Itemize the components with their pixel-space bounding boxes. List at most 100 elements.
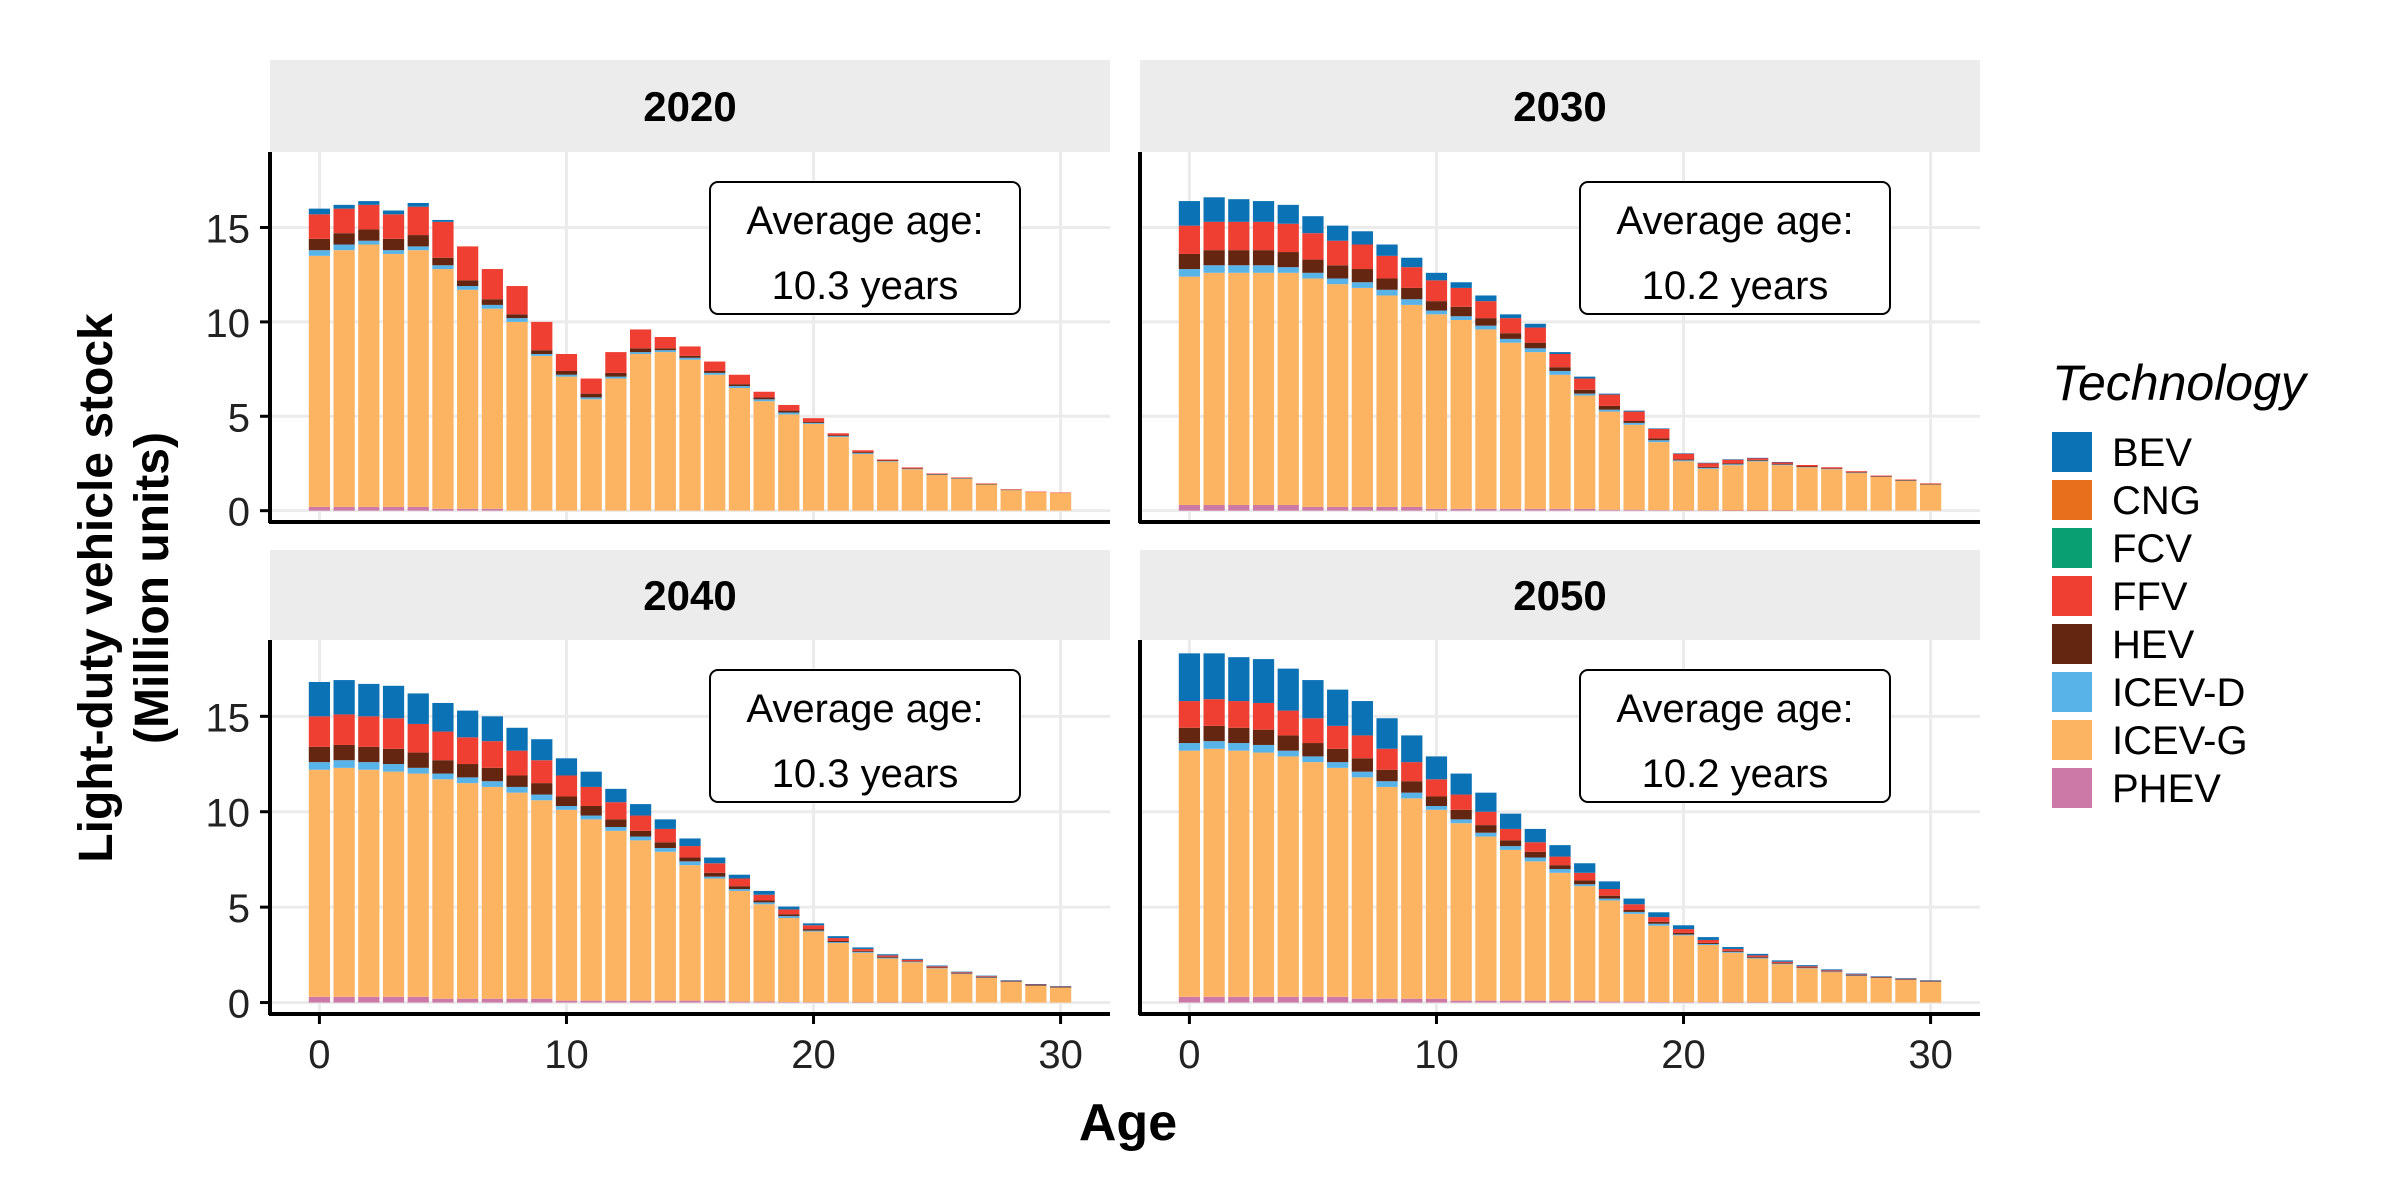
bar-segment-icev-g-age-19 [778,414,800,511]
bar-segment-ffv-age-28 [1000,489,1022,490]
bar-segment-icev-g-age-19 [1648,442,1670,511]
bar-segment-icev-g-age-12 [605,378,627,511]
bar-segment-ffv-age-25 [926,473,948,475]
bar-segment-hev-age-7 [1351,758,1373,772]
bar-segment-ffv-age-10 [555,353,578,371]
bar-segment-icev-g-age-7 [481,786,503,999]
bar-segment-icev-d-age-19 [778,916,800,919]
bar-segment-hev-age-26 [1821,971,1843,972]
bar-segment-icev-d-age-17 [728,889,751,891]
bar-segment-phev-age-4 [407,506,429,511]
bar-segment-ffv-age-27 [1845,471,1868,473]
bar-segment-hev-age-24 [901,961,923,962]
bar-segment-hev-age-24 [1771,464,1793,465]
bar-segment-icev-d-age-22 [852,951,874,953]
bar-segment-bev-age-18 [1623,898,1645,905]
bar-segment-phev-age-5 [1302,996,1324,1003]
bar-segment-icev-g-age-6 [457,783,479,999]
bar-segment-icev-d-age-2 [358,762,380,770]
bar-segment-bev-age-18 [1623,410,1645,412]
bar-segment-ffv-age-10 [555,775,578,797]
bar-segment-ffv-age-14 [1524,327,1546,343]
bar-segment-hev-age-0 [1178,253,1201,270]
bar-segment-phev-age-9 [531,998,553,1003]
bar-segment-icev-g-age-15 [1549,872,1571,1001]
bar-segment-bev-age-17 [1598,393,1621,395]
bar-segment-bev-age-11 [1450,282,1472,288]
bar-segment-bev-age-1 [1203,653,1225,700]
bar-segment-hev-age-23 [1747,956,1769,958]
panel-2040: 2040 0 5 10 15 0 10 20 30 Average age: 10.3 years [206,550,1110,1077]
bar-segment-hev-age-0 [308,746,331,763]
legend-swatch [2052,480,2092,520]
bar-segment-ffv-age-20 [1672,453,1695,460]
bar-segment-phev-age-22 [1722,510,1744,511]
bar-segment-hev-age-25 [926,474,948,475]
bar-segment-icev-d-age-7 [481,304,503,309]
bar-segment-icev-g-age-19 [1648,925,1670,1002]
bar-segment-ffv-age-24 [901,467,923,469]
bar-segment-hev-age-9 [1401,781,1423,793]
bar-segment-icev-g-age-5 [1302,762,1324,997]
bar-segment-ffv-age-25 [1796,464,1818,467]
bar-segment-phev-age-10 [1425,998,1448,1003]
bar-segment-hev-age-1 [333,744,355,761]
bar-segment-icev-d-age-7 [481,781,503,787]
y-tick-label: 5 [228,396,250,440]
bar-segment-ffv-age-19 [1648,917,1670,922]
y-tick-label: 10 [206,302,251,346]
bar-segment-hev-age-3 [1252,729,1275,745]
bar-segment-icev-g-age-25 [926,968,948,1003]
bar-segment-bev-age-22 [852,947,874,949]
bar-segment-phev-age-9 [1401,506,1423,511]
bar-segment-icev-d-age-19 [1648,923,1670,926]
bar-segment-bev-age-22 [1722,947,1744,949]
bar-segment-ffv-age-13 [1499,318,1522,334]
bar-segment-icev-g-age-29 [1025,985,1047,1003]
bar-segment-icev-g-age-5 [432,779,454,999]
panel-strip [270,60,1110,152]
bar-segment-phev-age-24 [1771,1002,1793,1003]
bar-segment-bev-age-6 [1327,689,1349,726]
bar-segment-ffv-age-18 [753,894,775,901]
bar-segment-hev-age-12 [1475,318,1497,326]
bar-segment-ffv-age-27 [975,976,998,977]
annotation-box [1579,181,1891,315]
bar-segment-ffv-age-6 [457,246,479,281]
bar-segment-icev-d-age-16 [1574,884,1596,887]
bar-segment-icev-d-age-17 [1598,898,1621,901]
bar-segment-hev-age-18 [1623,421,1645,423]
bar-segment-phev-age-1 [333,996,355,1003]
bar-segment-ffv-age-19 [778,404,800,411]
bar-segment-hev-age-12 [1475,825,1497,833]
bar-segment-bev-age-13 [1499,813,1522,829]
bar-segment-bev-age-15 [1549,352,1571,354]
bar-segment-bev-age-20 [1672,453,1695,454]
bar-segment-ffv-age-16 [704,361,726,371]
bar-segment-icev-g-age-14 [654,352,676,511]
bar-segment-icev-g-age-0 [1178,750,1201,997]
bar-segment-icev-d-age-25 [926,967,948,969]
bar-segment-icev-g-age-9 [531,800,553,999]
bar-segment-hev-age-20 [1672,932,1695,935]
bar-segment-icev-g-age-16 [704,878,726,1001]
bar-segment-phev-age-14 [1524,508,1546,511]
bar-segment-bev-age-23 [1747,457,1769,459]
bar-segment-icev-d-age-5 [432,773,454,780]
bar-segment-hev-age-16 [1574,389,1596,394]
bar-segment-bev-age-11 [580,771,602,787]
bar-segment-ffv-age-27 [1845,974,1868,976]
bar-segment-phev-age-1 [1203,505,1225,511]
bar-segment-icev-g-age-23 [877,958,899,1003]
bar-segment-ffv-age-28 [1870,976,1892,978]
bar-segment-phev-age-0 [308,996,331,1003]
legend-item-fcv: FCV [2052,527,2192,571]
legend-swatch [2052,432,2092,472]
bar-segment-ffv-age-0 [1178,701,1201,728]
bar-segment-hev-age-5 [432,760,454,774]
bar-segment-icev-g-age-30 [1049,987,1072,1003]
bar-segment-icev-g-age-4 [1277,756,1299,997]
bar-segment-hev-age-28 [1870,977,1892,978]
bar-segment-icev-d-age-1 [333,760,355,768]
